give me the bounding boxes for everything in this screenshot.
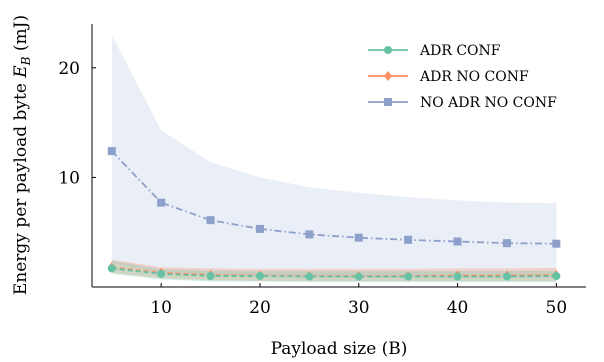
point-no-adr-no-conf [404,235,413,244]
y-axis-label: Energy per payload byte EB (mJ) [11,15,33,295]
x-tick-label: 50 [546,298,568,318]
point-adr-conf [206,272,215,281]
point-no-adr-no-conf [157,198,166,207]
legend-marker [384,71,392,81]
point-no-adr-no-conf [552,239,561,248]
line-no-adr-no-conf [111,150,557,245]
y-axis-label-subscript: B [19,56,33,66]
band-no-adr-no-conf [111,34,557,278]
point-adr-conf [453,272,462,281]
point-adr-conf [305,272,314,281]
band-adr-conf [111,260,557,283]
confidence-bands [111,34,557,283]
band-adr-no-conf [111,259,557,281]
x-tick-label: 20 [249,298,271,318]
x-ticks: 10 20 30 40 50 [150,283,567,318]
legend-item-adr-no-conf: ADR NO CONF [368,69,529,85]
point-no-adr-no-conf [502,239,511,248]
y-ticks: 10 20 [58,59,96,188]
series-lines [111,150,557,278]
point-adr-conf [255,272,264,281]
y-axis-label-text: Energy per payload byte [11,78,31,295]
x-tick-label: 40 [447,298,469,318]
point-adr-conf [502,272,511,281]
legend: ADR CONF ADR NO CONF NO ADR NO CONF [368,43,557,111]
legend-item-adr-conf: ADR CONF [368,43,501,59]
point-no-adr-no-conf [255,224,264,233]
x-tick-label: 10 [150,298,172,318]
legend-label: ADR CONF [419,43,501,59]
x-axis-label: Payload size (B) [271,339,408,359]
line-adr-no-conf [111,266,557,277]
point-no-adr-no-conf [206,216,215,225]
line-adr-conf [111,267,557,278]
point-adr-conf [354,272,363,281]
point-adr-conf [552,272,561,281]
y-tick-label: 10 [58,168,80,188]
point-adr-conf [157,269,166,278]
point-no-adr-no-conf [354,233,363,242]
y-axis-label-symbol: E [11,65,31,79]
legend-marker [384,46,392,54]
point-no-adr-no-conf [305,230,314,239]
y-axis-label-unit: (mJ) [11,15,31,57]
y-tick-label: 20 [58,59,80,79]
series-markers [107,147,561,282]
legend-item-no-adr-no-conf: NO ADR NO CONF [368,95,557,111]
legend-label: NO ADR NO CONF [420,95,557,111]
point-adr-conf [107,264,116,273]
x-tick-label: 30 [348,298,370,318]
point-adr-conf [404,272,413,281]
legend-label: ADR NO CONF [419,69,529,85]
legend-marker [384,98,392,106]
point-no-adr-no-conf [453,237,462,246]
point-no-adr-no-conf [107,147,116,156]
